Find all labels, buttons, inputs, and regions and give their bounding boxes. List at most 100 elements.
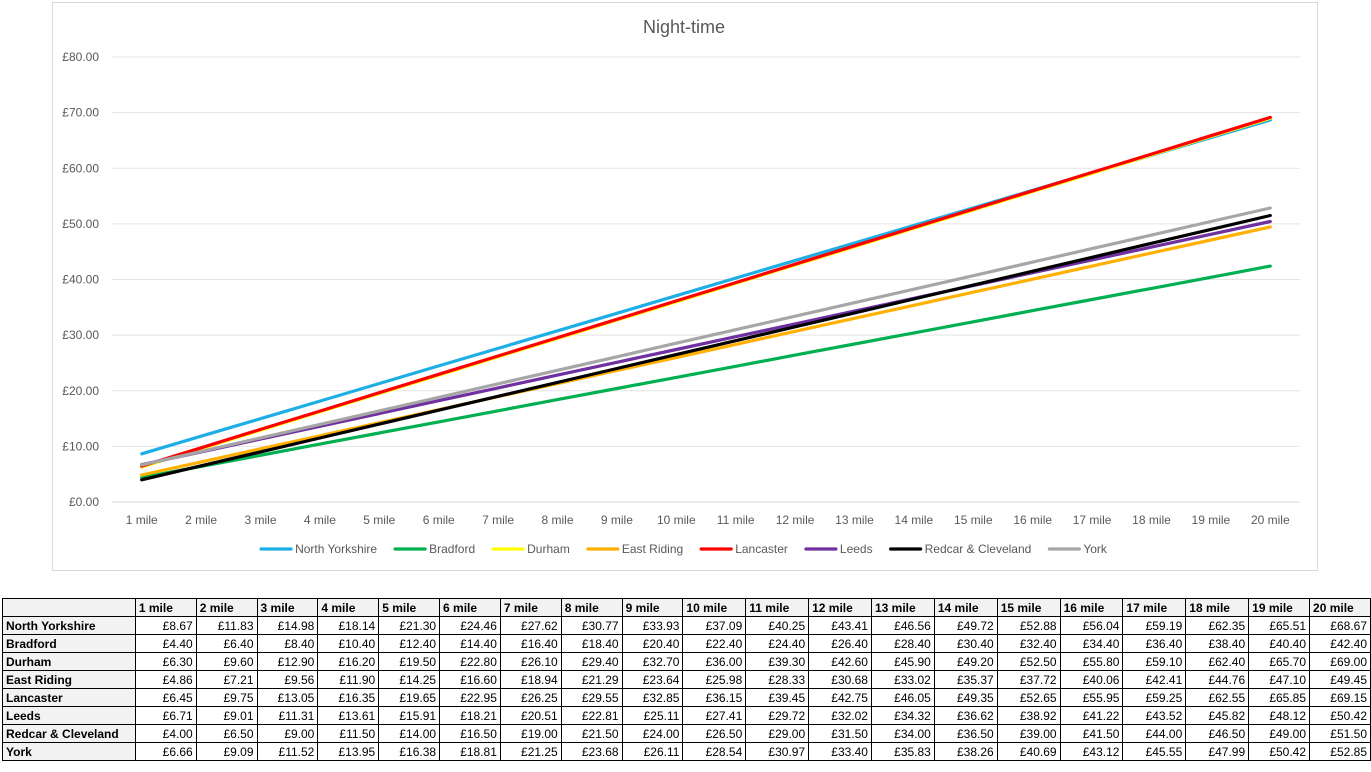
table-cell: £62.35 (1185, 616, 1250, 635)
table-cell: £29.00 (745, 724, 810, 743)
table-cell: £29.55 (560, 688, 623, 707)
table-cell: £32.85 (621, 688, 684, 707)
table-column-header: 9 mile (621, 598, 684, 617)
table-column-header: 1 mile (134, 598, 197, 617)
table-cell: £9.60 (195, 652, 258, 671)
table-cell: £42.75 (808, 688, 872, 707)
x-tick-label: 6 mile (423, 513, 455, 527)
table-row: York £6.66 £9.09 £11.52 £13.95 £16.38 £18.81 £2… (2, 742, 1371, 761)
table-cell: £7.21 (195, 670, 258, 689)
table-cell: £22.40 (682, 634, 747, 653)
chart-area (52, 2, 1318, 571)
table-column-header: 6 mile (439, 598, 501, 617)
table-cell: £49.35 (933, 688, 998, 707)
table-cell: £33.02 (870, 670, 935, 689)
table-cell: £46.56 (870, 616, 935, 635)
table-cell: £13.05 (256, 688, 319, 707)
legend-label: York (1083, 542, 1108, 556)
table-cell: £55.80 (1059, 652, 1124, 671)
data-table: 1 mile 2 mile 3 mile 4 mile 5 mile 6 mile 7 mi… (2, 598, 1371, 761)
table-cell: £36.40 (1122, 634, 1187, 653)
table-cell: £24.00 (621, 724, 684, 743)
table-cell: £37.09 (682, 616, 747, 635)
table-cell: £11.50 (317, 724, 380, 743)
table-cell: £8.67 (134, 616, 197, 635)
table-row-header: East Riding (2, 670, 136, 689)
chart-title: Night-time (643, 17, 725, 37)
table-cell: £6.40 (195, 634, 258, 653)
x-tick-label: 9 mile (601, 513, 633, 527)
legend-label: Bradford (429, 542, 475, 556)
table-cell: £9.01 (195, 706, 258, 725)
table-column-header: 5 mile (378, 598, 441, 617)
table-cell: £25.11 (621, 706, 684, 725)
y-tick-label: £20.00 (62, 384, 99, 398)
table-cell: £48.12 (1248, 706, 1311, 725)
table-cell: £25.98 (682, 670, 747, 689)
table-cell: £16.20 (317, 652, 380, 671)
table-cell: £33.93 (621, 616, 684, 635)
table-cell: £38.26 (933, 742, 998, 761)
table-cell: £30.77 (560, 616, 623, 635)
table-cell: £41.22 (1059, 706, 1124, 725)
series-line-7 (140, 206, 1272, 467)
table-cell: £22.95 (439, 688, 501, 707)
table-cell: £19.00 (499, 724, 562, 743)
table-cell: £40.69 (996, 742, 1061, 761)
table-cell: £21.30 (378, 616, 441, 635)
table-cell: £32.02 (808, 706, 872, 725)
table-cell: £56.04 (1059, 616, 1124, 635)
x-tick-label: 17 mile (1073, 513, 1112, 527)
table-cell: £30.40 (933, 634, 998, 653)
table-cell: £49.20 (933, 652, 998, 671)
series-line-3 (140, 225, 1272, 477)
y-tick-label: £0.00 (69, 495, 99, 509)
table-cell: £49.45 (1309, 670, 1371, 689)
legend-label: East Riding (622, 542, 683, 556)
table-cell: £18.81 (439, 742, 501, 761)
table-cell: £52.65 (996, 688, 1061, 707)
table-cell: £52.88 (996, 616, 1061, 635)
table-cell: £26.25 (499, 688, 562, 707)
table-cell: £59.19 (1122, 616, 1187, 635)
table-row-header: Leeds (2, 706, 136, 725)
table-column-header: 13 mile (870, 598, 935, 617)
table-row-header: Lancaster (2, 688, 136, 707)
x-tick-label: 4 mile (304, 513, 336, 527)
table-column-header: 10 mile (682, 598, 747, 617)
x-tick-label: 14 mile (895, 513, 934, 527)
table-cell: £34.00 (870, 724, 935, 743)
x-tick-label: 20 mile (1251, 513, 1290, 527)
table-cell: £45.55 (1122, 742, 1187, 761)
table-cell: £10.40 (317, 634, 380, 653)
x-tick-label: 7 mile (482, 513, 514, 527)
table-cell: £11.52 (256, 742, 319, 761)
table-cell: £59.10 (1122, 652, 1187, 671)
table-cell: £29.72 (745, 706, 810, 725)
table-cell: £16.60 (439, 670, 501, 689)
table-cell: £65.51 (1248, 616, 1311, 635)
x-tick-label: 13 mile (835, 513, 874, 527)
x-tick-label: 10 mile (657, 513, 696, 527)
table-column-header: 8 mile (560, 598, 623, 617)
table-cell: £45.90 (870, 652, 935, 671)
table-column-header: 11 mile (745, 598, 810, 617)
table-cell: £6.50 (195, 724, 258, 743)
table-cell: £47.99 (1185, 742, 1250, 761)
table-cell: £45.82 (1185, 706, 1250, 725)
x-tick-label: 19 mile (1192, 513, 1231, 527)
table-cell: £27.41 (682, 706, 747, 725)
table-cell: £16.50 (439, 724, 501, 743)
table-row-header: Durham (2, 652, 136, 671)
table-cell: £38.40 (1185, 634, 1250, 653)
table-cell: £15.91 (378, 706, 441, 725)
table-column-header: 7 mile (499, 598, 562, 617)
table-cell: £23.68 (560, 742, 623, 761)
table-cell: £12.90 (256, 652, 319, 671)
table-cell: £16.40 (499, 634, 562, 653)
table-cell: £34.40 (1059, 634, 1124, 653)
table-cell: £22.81 (560, 706, 623, 725)
table-cell: £39.00 (996, 724, 1061, 743)
table-column-header: 2 mile (195, 598, 258, 617)
table-cell: £68.67 (1309, 616, 1371, 635)
